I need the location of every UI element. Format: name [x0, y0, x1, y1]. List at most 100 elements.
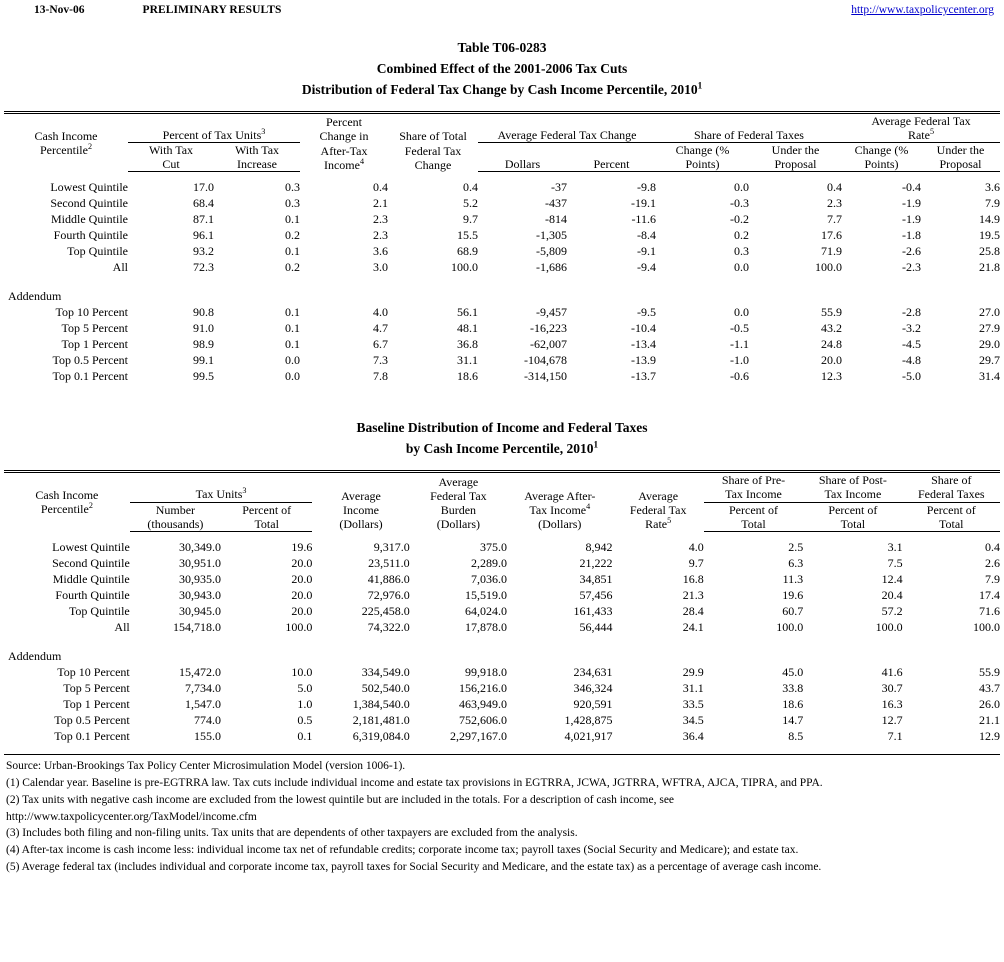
- cell-value: -16,223: [530, 321, 567, 336]
- cell-value: -13.7: [631, 369, 656, 384]
- table-row: Lowest Quintile 30,349.0 19.6 9,317.0 375.0 8…: [4, 539, 1000, 555]
- cell-value: 17.4: [979, 587, 1000, 602]
- row-label: Middle Quintile: [52, 571, 130, 586]
- note-1: (1) Calendar year. Baseline is pre-EGTRR…: [6, 776, 823, 789]
- cell-value: -13.9: [631, 353, 656, 368]
- row-label: All: [114, 619, 130, 634]
- cell-value: -1.1: [730, 337, 749, 352]
- cell-value: 4,021,917: [564, 728, 613, 743]
- cell-value: 30,951.0: [179, 555, 222, 570]
- cell-value: 29.9: [682, 664, 704, 679]
- cell-value: 0.0: [285, 369, 300, 384]
- table-row: Second Quintile 30,951.0 20.0 23,511.0 2,289…: [4, 555, 1000, 571]
- footnote-ref-3: 3: [261, 126, 266, 136]
- row-label: Top 1 Percent: [61, 337, 128, 352]
- row-label: Middle Quintile: [51, 212, 128, 227]
- cell-value: 920,591: [573, 696, 613, 711]
- cell-value: 100.0: [815, 260, 842, 275]
- cell-value: -9.5: [637, 305, 656, 320]
- note-4: (4) After-tax income is cash income less…: [6, 844, 799, 857]
- cell-value: 0.1: [285, 305, 300, 320]
- footnote-ref-1b: 1: [593, 439, 599, 450]
- cell-value: 56.1: [457, 305, 478, 320]
- cell-value: 0.2: [734, 228, 749, 243]
- th-average-federal-tax-rate: Average Federal Tax Rate5: [842, 113, 1000, 144]
- cell-value: -1,305: [536, 228, 567, 243]
- row-label: All: [112, 260, 128, 275]
- footnote-ref-5b: 5: [667, 516, 672, 526]
- cell-value: 3.0: [373, 260, 388, 275]
- cell-value: 43.2: [821, 321, 842, 336]
- table-row: Top Quintile 30,945.0 20.0 225,458.0 64,024.…: [4, 603, 1000, 619]
- cell-value: 17.6: [821, 228, 842, 243]
- cell-value: -2.8: [902, 305, 921, 320]
- cell-value: 0.4: [985, 539, 1000, 554]
- cell-value: 2,181,481.0: [352, 712, 410, 727]
- th-percent: Percent: [567, 142, 656, 173]
- note-source: Source: Urban-Brookings Tax Policy Cente…: [6, 759, 406, 772]
- cell-value: 1,428,875: [564, 712, 613, 727]
- cell-value: 19.6: [291, 539, 313, 554]
- cell-value: 2,289.0: [471, 555, 508, 570]
- cell-value: 30,349.0: [179, 539, 222, 554]
- cell-value: 0.4: [827, 180, 842, 195]
- cell-value: 72,976.0: [367, 587, 410, 602]
- cell-value: 0.4: [463, 180, 478, 195]
- cell-value: -37: [551, 180, 567, 195]
- spacer-between-tables: [0, 384, 1004, 418]
- cell-value: 100.0: [973, 619, 1000, 634]
- cell-value: 774.0: [194, 712, 222, 727]
- cell-value: 68.4: [193, 196, 214, 211]
- cell-value: -9.4: [637, 260, 656, 275]
- cell-value: 154,718.0: [173, 619, 222, 634]
- cell-value: -2.3: [902, 260, 921, 275]
- cell-value: -0.6: [730, 369, 749, 384]
- cell-value: 45.0: [782, 664, 804, 679]
- report-date: 13-Nov-06: [34, 4, 85, 16]
- cell-value: 8,942: [585, 539, 613, 554]
- cell-value: -10.4: [631, 321, 656, 336]
- footnotes-block: Source: Urban-Brookings Tax Policy Cente…: [4, 753, 1000, 876]
- th-cash-income-percentile: Cash Income Percentile2: [4, 114, 128, 172]
- cell-value: -0.5: [730, 321, 749, 336]
- footnote-ref-4b: 4: [586, 502, 591, 512]
- cell-value: 20.0: [291, 555, 313, 570]
- cell-value: -2.6: [902, 244, 921, 259]
- cell-value: -9.8: [637, 180, 656, 195]
- table2-group-header-row: Cash Income Percentile2 Tax Units3 Avera…: [4, 473, 1000, 531]
- th2-number-thousands: Number (thousands): [129, 502, 222, 532]
- table-row: Top 0.5 Percent 99.1 0.0 7.3 31.1 -104,678 -13…: [4, 352, 1000, 368]
- cell-value: 502,540.0: [361, 680, 410, 695]
- row-label: Top 5 Percent: [63, 680, 130, 695]
- cell-value: 0.1: [285, 244, 300, 259]
- cell-value: 14.9: [979, 212, 1000, 227]
- cell-value: 3.6: [373, 244, 388, 259]
- th2-average-after-tax-income: Average After- Tax Income4 (Dollars): [524, 488, 596, 532]
- th2-share-fed-percent-of-total: Percent of Total: [902, 502, 1000, 532]
- cell-value: 7.5: [887, 555, 903, 570]
- cell-value: 24.1: [682, 619, 704, 634]
- cell-value: 234,631: [573, 664, 613, 679]
- th2-share-pre-percent-of-total: Percent of Total: [703, 502, 804, 532]
- taxpolicycenter-link[interactable]: http://www.taxpolicycenter.org: [851, 4, 994, 16]
- cell-value: 19.5: [979, 228, 1000, 243]
- cell-value: 6,319,084.0: [352, 728, 410, 743]
- cell-value: 100.0: [451, 260, 478, 275]
- cell-value: -1.8: [902, 228, 921, 243]
- th-percent-of-tax-units: Percent of Tax Units3: [128, 113, 300, 144]
- cell-value: 36.4: [682, 728, 704, 743]
- table2-body: Lowest Quintile 30,349.0 19.6 9,317.0 375.0 8…: [4, 539, 1000, 744]
- cell-value: 55.9: [979, 664, 1000, 679]
- footnote-ref-1: 1: [697, 80, 703, 91]
- th-dollars: Dollars: [478, 142, 567, 173]
- cell-value: 7.1: [887, 728, 903, 743]
- section-gap: [4, 275, 1000, 288]
- cell-value: 0.3: [285, 180, 300, 195]
- table1-title-line2: Combined Effect of the 2001-2006 Tax Cut…: [376, 60, 628, 76]
- cell-value: 2.6: [985, 555, 1000, 570]
- note-2-url: http://www.taxpolicycenter.org/TaxModel/…: [6, 810, 257, 823]
- cell-value: -9.1: [637, 244, 656, 259]
- cell-value: -314,150: [524, 369, 567, 384]
- th2-average-federal-tax-rate: Average Federal Tax Rate5: [629, 488, 687, 532]
- th-with-tax-cut: With Tax Cut: [128, 142, 214, 173]
